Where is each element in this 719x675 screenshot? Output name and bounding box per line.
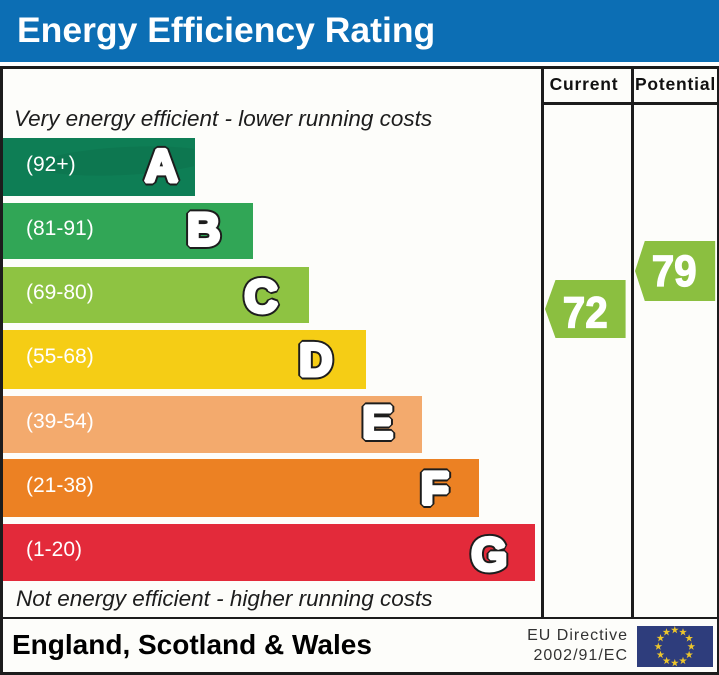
svg-text:A: A <box>145 139 178 191</box>
svg-text:A: A <box>145 139 178 191</box>
svg-text:G: G <box>471 528 507 580</box>
svg-text:72: 72 <box>563 288 608 337</box>
svg-text:C: C <box>244 270 277 322</box>
svg-text:D: D <box>299 333 332 385</box>
svg-text:B: B <box>187 203 220 255</box>
svg-text:B: B <box>187 203 220 255</box>
svg-text:79: 79 <box>651 247 696 296</box>
svg-text:G: G <box>471 528 507 580</box>
svg-text:D: D <box>299 333 332 385</box>
svg-text:C: C <box>244 270 277 322</box>
svg-text:F: F <box>421 462 449 514</box>
svg-text:E: E <box>362 396 393 448</box>
svg-text:E: E <box>362 396 393 448</box>
svg-text:F: F <box>421 462 449 514</box>
